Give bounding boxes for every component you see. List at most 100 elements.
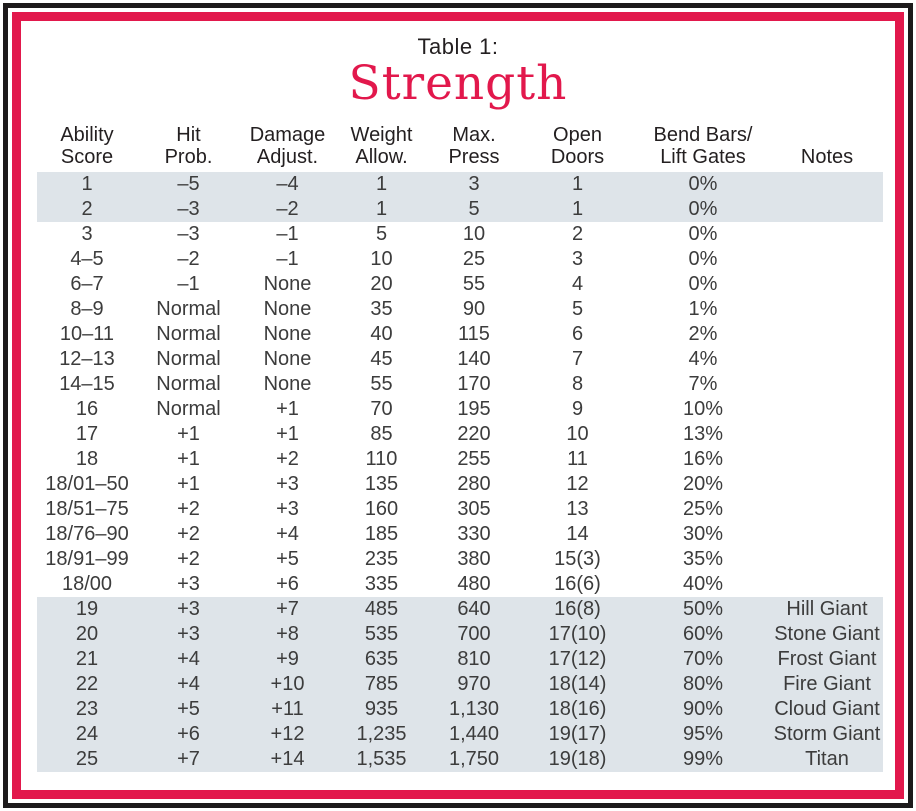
table-cell: 95% [682, 722, 724, 745]
table-cell: 12–13 [59, 347, 115, 370]
table-cell: 280 [457, 472, 491, 495]
header-line: Doors [550, 145, 605, 168]
column-header-damage-adjust: Damage Adjust. [240, 124, 335, 172]
table-cell: Normal [156, 322, 221, 345]
table-cell: None [263, 372, 312, 395]
table-cell: 25 [75, 747, 99, 770]
table-cell: Normal [156, 397, 221, 420]
table-cell [771, 322, 883, 347]
table-cell: –2 [177, 247, 200, 270]
table-cell: None [263, 272, 312, 295]
table-cell: 4% [688, 347, 718, 370]
table-row: 22 +4 +10 785 970 18(14) 80% Fire Giant [37, 671, 883, 697]
table-cell: 5 [468, 197, 480, 220]
table-cell: +1 [177, 472, 200, 495]
table-cell [771, 497, 883, 522]
table-cell: 20 [75, 622, 99, 645]
table-cell: +7 [177, 747, 200, 770]
table-cell: Stone Giant [774, 622, 880, 645]
table-cell: 25 [462, 247, 486, 270]
table-cell: 195 [457, 397, 491, 420]
column-header-notes: Notes [771, 124, 883, 172]
table-cell: 16% [682, 447, 724, 470]
table-header: Ability Score Hit Prob. Damage Adjust. W… [37, 124, 883, 172]
table-row: 18 +1 +2 110 255 11 16% [37, 447, 883, 472]
table-cell: 55 [462, 272, 486, 295]
table-cell: Titan [805, 747, 849, 770]
table-cell: –4 [276, 172, 299, 195]
table-cell: 1 [571, 197, 584, 220]
table-row: 12–13 Normal None 45 140 7 4% [37, 347, 883, 372]
column-header-weight-allow: Weight Allow. [335, 124, 428, 172]
table-row: 19 +3 +7 485 640 16(8) 50% Hill Giant [37, 596, 883, 622]
table-cell: +11 [271, 697, 304, 720]
table-cell: +2 [276, 447, 299, 470]
table-cell: 1,750 [448, 747, 500, 770]
table-cell [771, 197, 883, 222]
table-cell: 1 [375, 172, 388, 195]
table-cell [771, 247, 883, 272]
header-row: Ability Score Hit Prob. Damage Adjust. W… [37, 124, 883, 172]
table-cell: 8 [571, 372, 584, 395]
table-cell [771, 347, 883, 372]
table-cell: 18/76–90 [45, 522, 129, 545]
table-cell: +9 [276, 647, 299, 670]
table-cell: +8 [276, 622, 299, 645]
table-cell: 305 [457, 497, 491, 520]
table-cell: –1 [276, 222, 299, 245]
header-line: Open [553, 123, 602, 146]
column-header-max-press: Max. Press [428, 124, 520, 172]
table-row: 25 +7 +14 1,535 1,750 19(18) 99% Titan [37, 746, 883, 772]
table-cell [771, 547, 883, 572]
table-cell: 23 [75, 697, 99, 720]
table-row: 18/00 +3 +6 335 480 16(6) 40% [37, 572, 883, 597]
table-cell: 1,535 [356, 747, 407, 770]
table-cell: None [263, 347, 312, 370]
table-cell: 1,235 [356, 722, 407, 745]
table-cell: 70% [682, 647, 724, 670]
column-header-hit-prob: Hit Prob. [137, 124, 240, 172]
table-cell [771, 422, 883, 447]
table-cell: 16 [75, 397, 99, 420]
table-cell: +6 [276, 572, 299, 595]
table-cell: +3 [276, 497, 299, 520]
table-cell: +4 [276, 522, 299, 545]
table-cell: 480 [457, 572, 491, 595]
table-cell: 18/51–75 [45, 497, 129, 520]
table-cell: 20 [370, 272, 393, 295]
header-line: Adjust. [256, 145, 319, 168]
table-cell: 485 [364, 597, 399, 620]
table-cell: 6–7 [70, 272, 104, 295]
table-cell: +4 [177, 672, 200, 695]
table-cell: 8–9 [70, 297, 104, 320]
strength-table: Ability Score Hit Prob. Damage Adjust. W… [37, 124, 883, 772]
table-cell: 635 [364, 647, 399, 670]
table-cell: +1 [177, 447, 200, 470]
header-line: Allow. [355, 145, 408, 168]
table-cell: 10 [370, 247, 393, 270]
table-cell: 18(16) [548, 697, 607, 720]
table-cell: –3 [177, 222, 200, 245]
table-cell: 1 [375, 197, 388, 220]
table-cell: 10 [462, 222, 486, 245]
table-cell: 0% [688, 197, 718, 220]
table-cell: 0% [688, 222, 718, 245]
table-cell: –3 [177, 197, 200, 220]
table-cell [771, 472, 883, 497]
table-cell: 17(12) [548, 647, 607, 670]
table-cell: 7% [688, 372, 718, 395]
table-cell: +3 [177, 572, 200, 595]
table-row: 14–15 Normal None 55 170 8 7% [37, 372, 883, 397]
table-cell: 255 [457, 447, 491, 470]
table-cell: +12 [270, 722, 305, 745]
table-row: 8–9 Normal None 35 90 5 1% [37, 297, 883, 322]
column-header-bend-bars-lift-gates: Bend Bars/ Lift Gates [635, 124, 771, 172]
table-cell: 60% [682, 622, 724, 645]
header-line: Max. [452, 123, 496, 146]
table-cell: 1,130 [448, 697, 500, 720]
table-cell: Normal [156, 347, 221, 370]
table-cell: +1 [276, 422, 299, 445]
table-cell: 18(14) [548, 672, 607, 695]
table-cell: 0% [688, 172, 718, 195]
table-cell: 3 [571, 247, 584, 270]
